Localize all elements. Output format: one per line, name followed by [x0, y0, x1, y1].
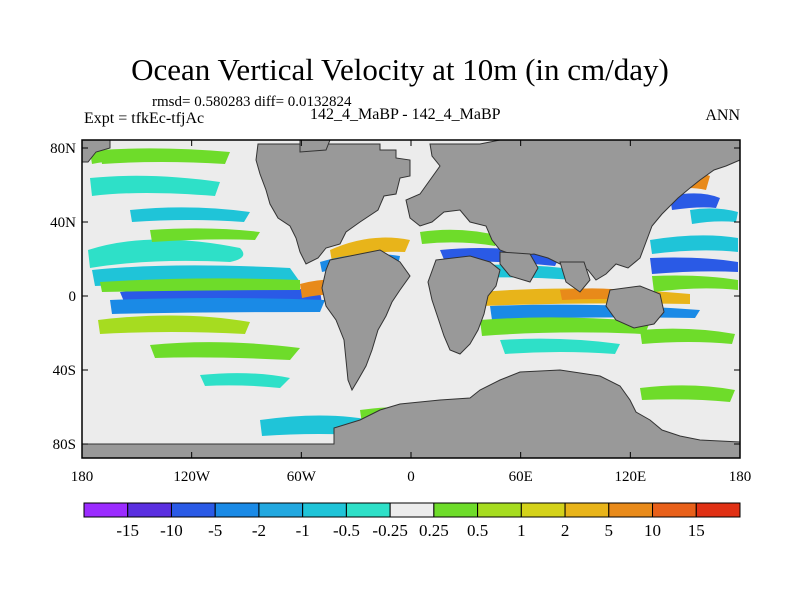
colorbar-label: -0.5: [333, 521, 360, 540]
colorbar-swatch: [608, 502, 654, 518]
lon-tick-label: 0: [407, 469, 415, 485]
colorbar-label: 5: [605, 521, 614, 540]
lon-tick-label: 60E: [509, 469, 533, 485]
land-africa: [427, 255, 501, 355]
map-title: Ocean Vertical Velocity at 10m (in cm/da…: [131, 52, 669, 87]
colorbar-label: -1: [296, 521, 310, 540]
field-patch: [200, 373, 290, 388]
colorbar-swatch: [83, 502, 129, 518]
field-patch: [640, 385, 735, 402]
land-india: [559, 261, 591, 293]
land-masses: [81, 139, 741, 459]
colorbar-swatch: [564, 502, 610, 518]
field-patch: [130, 207, 250, 222]
land-australia: [605, 285, 665, 329]
colorbar-label: 10: [644, 521, 661, 540]
colorbar-swatch: [214, 502, 260, 518]
field-patch: [500, 338, 620, 354]
land-south-america: [321, 249, 411, 392]
field-patch: [90, 175, 220, 196]
colorbar-label: -0.25: [372, 521, 407, 540]
colorbar-label: -2: [252, 521, 266, 540]
colorbar-swatch: [477, 502, 522, 518]
lon-tick-label: 180: [729, 469, 752, 485]
colorbar-swatch: [520, 502, 566, 518]
colorbar-swatch: [345, 502, 391, 518]
season-label: ANN: [705, 107, 740, 124]
colorbar-swatch: [652, 502, 697, 518]
colorbar-label: 1: [517, 521, 526, 540]
colorbar-swatch: [389, 502, 435, 518]
field-patch: [650, 257, 738, 274]
land-arctic-island: [299, 139, 331, 153]
field-patch: [150, 342, 300, 360]
lon-tick-label: 120W: [173, 469, 211, 485]
field-patch: [480, 317, 650, 336]
field-patch: [640, 328, 735, 344]
lat-tick-label: 80S: [53, 437, 76, 453]
colorbar-label: 0.5: [467, 521, 488, 540]
colorbar-swatch: [302, 502, 347, 518]
colorbar-label: 15: [688, 521, 705, 540]
colorbar-swatch: [695, 502, 741, 518]
field-patch: [98, 315, 250, 334]
case-label: 142_4_MaBP - 142_4_MaBP: [310, 106, 501, 123]
field-patch: [100, 148, 230, 164]
field-patch: [652, 275, 738, 292]
colorbar-swatch: [258, 502, 304, 518]
land-north-america: [255, 143, 411, 265]
longitude-ticks: 180 120W 60W 0 60E 120E 180: [71, 140, 752, 485]
land-arabia: [499, 251, 539, 283]
lon-tick-label: 60W: [287, 469, 317, 485]
lat-tick-label: 0: [69, 289, 77, 305]
lat-tick-label: 40N: [50, 215, 76, 231]
colorbar-swatch: [127, 502, 172, 518]
field-patch: [100, 278, 300, 292]
field-patch: [690, 208, 738, 224]
field-patch: [650, 235, 738, 254]
field-patch: [90, 150, 130, 164]
field-patch: [150, 228, 260, 242]
colorbar-swatch: [170, 502, 216, 518]
latitude-ticks: 80N 40N 0 40S 80S: [50, 141, 740, 453]
field-patch: [110, 298, 325, 314]
rmsd-diff-stats: rmsd= 0.580283 diff= 0.0132824: [152, 94, 352, 110]
lat-tick-label: 40S: [53, 363, 76, 379]
colorbar-label: 2: [561, 521, 570, 540]
lon-tick-label: 120E: [614, 469, 646, 485]
colorbar-label: -15: [116, 521, 139, 540]
colorbar: -15 -10 -5 -2 -1 -0.5 -0.25 0.25 0.5 1 2 5 10 15: [83, 502, 741, 540]
colorbar-label: -10: [160, 521, 183, 540]
field-patch: [420, 229, 500, 246]
lon-tick-label: 180: [71, 469, 94, 485]
field-patch: [88, 239, 244, 268]
lat-tick-label: 80N: [50, 141, 76, 157]
colorbar-label: 0.25: [419, 521, 449, 540]
experiment-label: Expt = tfkEc-tfjAc: [84, 110, 205, 127]
colorbar-swatch: [433, 502, 479, 518]
field-patch: [670, 193, 720, 210]
colorbar-label: -5: [208, 521, 222, 540]
land-antarctica: [81, 369, 741, 459]
